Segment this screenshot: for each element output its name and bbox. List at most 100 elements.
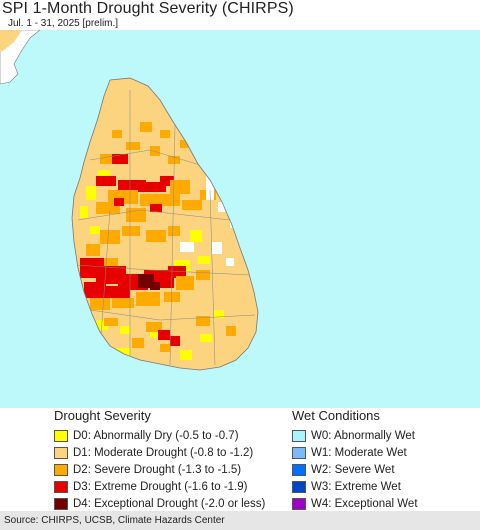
map-subtitle: Jul. 1 - 31, 2025 [prelim.] (8, 18, 119, 29)
severity-patch-d2 (164, 292, 180, 302)
neighbor-coast-fill (0, 30, 22, 52)
legend-item-d0: D0: Abnormally Dry (-0.5 to -0.7) (54, 427, 265, 444)
legend-label-w1: W1: Moderate Wet (311, 446, 407, 459)
legend-label-w4: W4: Exceptional Wet (311, 497, 418, 510)
severity-patch-w (226, 258, 234, 266)
severity-patch-d0 (200, 334, 212, 342)
severity-patch-d2 (170, 180, 190, 194)
legend-label-w0: W0: Abnormally Wet (311, 429, 415, 442)
swatch-d0 (54, 429, 68, 442)
source-footer: Source: CHIRPS, UCSB, Climate Hazards Ce… (0, 511, 480, 530)
severity-patch-d3 (140, 182, 166, 192)
severity-patch-d0 (198, 256, 210, 264)
severity-patch-d0 (116, 348, 130, 356)
severity-patch-d2 (160, 344, 170, 352)
severity-patch-d2 (140, 194, 180, 206)
legend-item-d1: D1: Moderate Drought (-0.8 to -1.2) (54, 444, 265, 461)
map-title: SPI 1-Month Drought Severity (CHIRPS) (2, 0, 294, 17)
severity-patch-d3 (160, 176, 174, 186)
swatch-w0 (292, 429, 306, 442)
severity-patch-d3 (112, 154, 128, 164)
severity-patch-w (212, 242, 222, 254)
severity-patch-d2 (100, 154, 112, 164)
severity-patch-d2 (226, 326, 236, 336)
swatch-w4 (292, 497, 306, 510)
legend-label-d4: D4: Exceptional Drought (-2.0 or less) (73, 497, 266, 510)
severity-patch-d0 (190, 230, 202, 242)
severity-patch-d3 (150, 204, 162, 212)
legend-item-w2: W2: Severe Wet (292, 461, 418, 478)
severity-patch-d0 (80, 206, 88, 218)
severity-patch-w (206, 172, 214, 200)
severity-patches (80, 122, 238, 360)
legend-label-w3: W3: Extreme Wet (311, 480, 401, 493)
legend-item-d3: D3: Extreme Drought (-1.6 to -1.9) (54, 478, 265, 495)
severity-patch-w (218, 202, 228, 212)
severity-patch-d2 (168, 156, 180, 164)
severity-patch-d2 (112, 130, 122, 138)
severity-patch-d2 (196, 316, 210, 326)
legend-label-d0: D0: Abnormally Dry (-0.5 to -0.7) (73, 429, 239, 442)
severity-patch-d3 (114, 198, 124, 206)
severity-patch-d2 (104, 318, 118, 326)
severity-patch-d0 (150, 330, 160, 338)
severity-patch-d2 (196, 270, 210, 280)
severity-patch-d2 (182, 200, 202, 210)
severity-patch-d2 (176, 276, 194, 290)
legend-item-w3: W3: Extreme Wet (292, 478, 418, 495)
severity-patch-d3 (118, 180, 146, 192)
legend-label-d1: D1: Moderate Drought (-0.8 to -1.2) (73, 446, 254, 459)
swatch-w2 (292, 463, 306, 476)
severity-patch-d3 (84, 282, 106, 298)
severity-patch-d3 (96, 176, 116, 186)
swatch-w1 (292, 446, 306, 459)
severity-patch-d2 (146, 230, 166, 242)
severity-patch-d0 (214, 310, 224, 318)
severity-patch-d0 (120, 326, 130, 334)
severity-patch-d3 (168, 266, 186, 278)
severity-patch-d2 (90, 298, 110, 310)
legend-item-w4: W4: Exceptional Wet (292, 495, 418, 512)
severity-patch-d2 (136, 292, 160, 306)
drought-legend-title: Drought Severity (54, 408, 151, 423)
severity-patch-d2 (86, 244, 100, 256)
wet-legend: Wet Conditions W0: Abnormally Wet W1: Mo… (292, 408, 418, 512)
legend-item-w0: W0: Abnormally Wet (292, 427, 418, 444)
drought-legend: Drought Severity D0: Abnormally Dry (-0.… (54, 408, 265, 512)
severity-patch-d0 (86, 186, 96, 200)
district-boundaries (75, 90, 256, 366)
legend-label-w2: W2: Severe Wet (311, 463, 395, 476)
severity-patch-d2 (96, 258, 118, 268)
severity-patch-d2 (112, 298, 134, 308)
severity-patch-d2 (146, 322, 162, 332)
severity-patch-d2 (126, 142, 140, 150)
severity-patch-d0 (180, 350, 192, 360)
severity-patch-d2 (180, 140, 188, 148)
severity-patch-d3 (158, 330, 170, 340)
severity-patch-d2 (132, 338, 144, 348)
severity-patch-d2 (100, 230, 120, 244)
legend-label-d2: D2: Severe Drought (-1.3 to -1.5) (73, 463, 242, 476)
severity-patch-d3 (104, 286, 130, 298)
severity-patch-d0 (98, 170, 110, 180)
swatch-d4 (54, 497, 68, 510)
swatch-d1 (54, 446, 68, 459)
swatch-d2 (54, 463, 68, 476)
wet-legend-title: Wet Conditions (292, 408, 380, 423)
legend-item-d4: D4: Exceptional Drought (-2.0 or less) (54, 495, 265, 512)
swatch-w3 (292, 480, 306, 493)
severity-patch-d2 (160, 130, 170, 138)
swatch-d3 (54, 480, 68, 493)
legend-label-d3: D3: Extreme Drought (-1.6 to -1.9) (73, 480, 248, 493)
severity-patch-d2 (122, 226, 140, 236)
severity-patch-d0 (90, 226, 100, 234)
severity-patch-d2 (140, 122, 152, 132)
legend-item-d2: D2: Severe Drought (-1.3 to -1.5) (54, 461, 265, 478)
drought-map (0, 30, 480, 408)
severity-patch-d2 (168, 226, 180, 236)
severity-patch-d4 (150, 282, 160, 290)
severity-patch-d2 (150, 146, 160, 156)
severity-patch-d3 (170, 336, 180, 346)
severity-patch-w (180, 242, 194, 252)
legend-item-w1: W1: Moderate Wet (292, 444, 418, 461)
